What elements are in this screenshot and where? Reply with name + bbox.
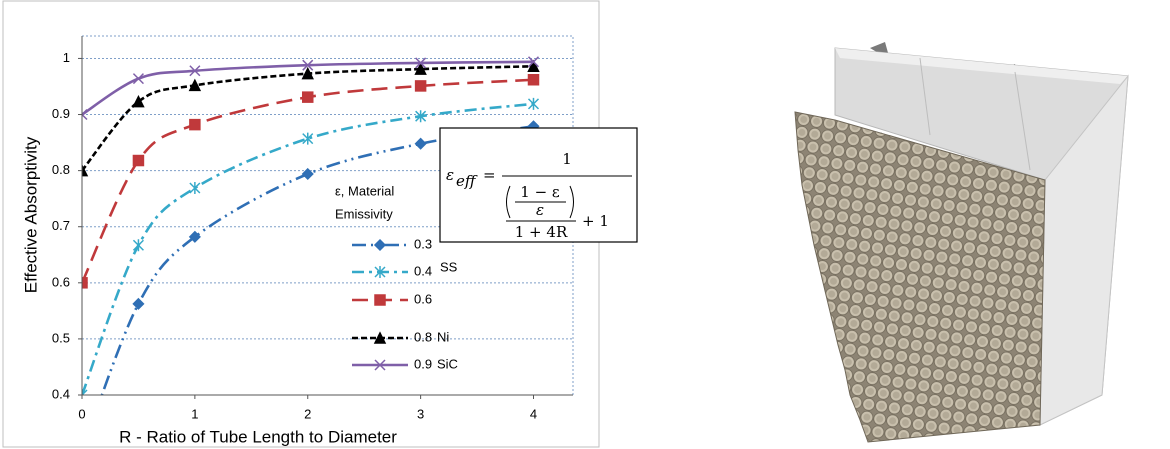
legend-label: 0.3 [414, 236, 432, 251]
legend-label: 0.4 [414, 263, 432, 278]
legend-label: 0.8 [414, 329, 432, 344]
formula-lhs-sub: eff [456, 172, 478, 190]
formula-lhs: ε [446, 166, 454, 184]
y-tick-label: 0.7 [52, 218, 70, 233]
legend-title: ε, Material [335, 183, 394, 198]
y-tick-label: 0.4 [52, 386, 70, 401]
tube-bundle-illustration [795, 42, 1128, 442]
formula-inner-denominator: ε [536, 201, 544, 219]
x-axis-title: R - Ratio of Tube Length to Diameter [119, 427, 397, 446]
formula-plus: + 1 [582, 212, 609, 230]
legend-label: 0.6 [414, 291, 432, 306]
formula-numerator: 1 [562, 150, 572, 168]
x-tick-label: 0 [78, 406, 85, 421]
marker [528, 75, 538, 85]
legend-label: 0.9 [414, 356, 432, 371]
annotation: SiC [437, 356, 458, 371]
y-tick-label: 1 [63, 50, 70, 65]
marker [416, 139, 426, 149]
marker [190, 120, 200, 130]
marker [375, 240, 385, 250]
marker [133, 299, 143, 309]
x-tick-label: 1 [191, 406, 198, 421]
marker [528, 98, 538, 110]
marker [190, 182, 200, 194]
y-tick-label: 0.8 [52, 162, 70, 177]
formula-inner-numerator: 1 − ε [520, 183, 560, 201]
formula-eq: = [483, 166, 496, 184]
marker [375, 295, 385, 305]
marker [133, 239, 143, 251]
y-tick-label: 0.9 [52, 106, 70, 121]
annotation: SS [440, 259, 458, 274]
x-tick-label: 4 [530, 406, 537, 421]
y-tick-label: 0.6 [52, 274, 70, 289]
legend-title: Emissivity [335, 206, 393, 221]
y-tick-label: 0.5 [52, 330, 70, 345]
formula-outer-denominator: 1 + 4R [515, 223, 568, 241]
marker [133, 156, 143, 166]
marker [303, 92, 313, 102]
marker [416, 81, 426, 91]
annotation: Ni [437, 329, 449, 344]
y-axis-title: Effective Absorptivity [21, 136, 40, 293]
figure: R - Ratio of Tube Length to Diameter Eff… [0, 0, 1170, 449]
x-tick-label: 3 [417, 406, 424, 421]
x-tick-label: 2 [304, 406, 311, 421]
